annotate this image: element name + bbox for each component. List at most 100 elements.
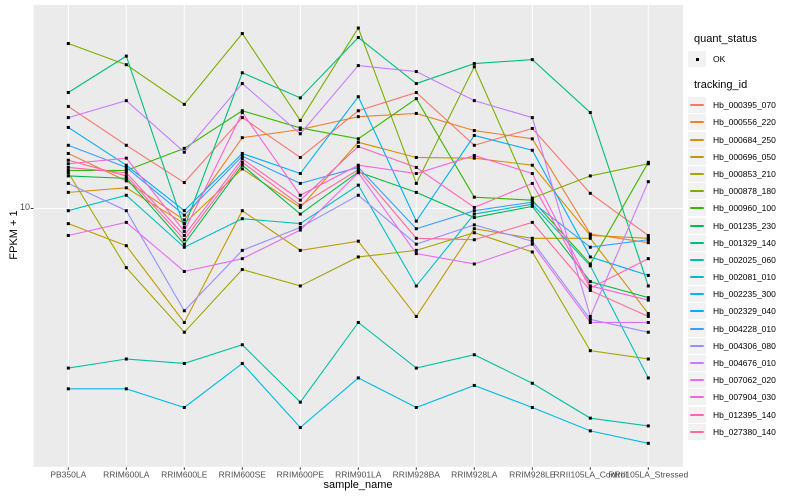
legend-line-swatch-icon xyxy=(690,155,704,158)
legend-line-swatch-icon xyxy=(690,396,704,399)
legend-item-Hb_000696_050: Hb_000696_050 xyxy=(688,148,776,165)
data-point xyxy=(530,172,534,176)
data-point xyxy=(66,116,70,120)
legend-title-tracking-id: tracking_id xyxy=(694,79,748,92)
legend-key xyxy=(688,234,706,251)
data-point xyxy=(240,167,244,171)
data-point xyxy=(530,220,534,224)
data-point xyxy=(240,151,244,155)
data-point xyxy=(298,205,302,209)
legend-line-swatch-icon xyxy=(690,258,704,261)
data-point xyxy=(646,241,650,245)
data-point xyxy=(356,183,360,187)
x-tick-label: RRII105LA_Control xyxy=(553,470,627,480)
data-point xyxy=(588,317,592,321)
data-point xyxy=(588,288,592,292)
data-point xyxy=(646,160,650,164)
legend-line-swatch-icon xyxy=(690,121,704,124)
data-point xyxy=(182,209,186,213)
legend-item-Hb_000853_210: Hb_000853_210 xyxy=(688,165,776,182)
data-point xyxy=(472,65,476,69)
data-point xyxy=(356,109,360,113)
data-point xyxy=(182,233,186,237)
legend-item-Hb_002025_060: Hb_002025_060 xyxy=(688,251,776,268)
data-point xyxy=(646,180,650,184)
data-point xyxy=(530,126,534,130)
legend-item-label: Hb_000395_070 xyxy=(713,100,776,111)
data-point xyxy=(240,111,244,115)
data-point xyxy=(356,137,360,141)
data-point xyxy=(182,218,186,222)
x-tick-label: RRIM600SE xyxy=(219,470,267,480)
data-point xyxy=(646,298,650,302)
data-point xyxy=(588,262,592,266)
data-point xyxy=(356,376,360,380)
legend-item-Hb_002329_040: Hb_002329_040 xyxy=(688,303,776,320)
data-point xyxy=(414,91,418,95)
data-point xyxy=(472,227,476,231)
data-point xyxy=(530,163,534,167)
legend-item-Hb_000878_180: Hb_000878_180 xyxy=(688,183,776,200)
data-point xyxy=(66,171,70,175)
data-point xyxy=(588,174,592,178)
data-point xyxy=(472,205,476,209)
legend-key xyxy=(688,200,706,217)
data-point xyxy=(182,146,186,150)
legend-item-label: Hb_004306_080 xyxy=(713,340,776,351)
data-point xyxy=(240,257,244,261)
data-point xyxy=(356,115,360,119)
data-point xyxy=(588,191,592,195)
data-point xyxy=(588,286,592,290)
legend-item-Hb_000684_250: Hb_000684_250 xyxy=(688,131,776,148)
legend-item-Hb_027380_140: Hb_027380_140 xyxy=(688,423,776,440)
data-point xyxy=(472,216,476,220)
legend-item-label: Hb_000878_180 xyxy=(713,186,776,197)
data-point xyxy=(530,181,534,185)
data-point xyxy=(298,181,302,185)
data-point xyxy=(124,176,128,180)
legend-item-label: Hb_007062_020 xyxy=(713,375,776,386)
data-point xyxy=(182,222,186,226)
legend-item-Hb_000556_220: Hb_000556_220 xyxy=(688,114,776,131)
data-point xyxy=(472,353,476,357)
data-point xyxy=(240,109,244,113)
x-axis-labels: PB350LA RRIM600LA RRIM600LE RRIM600SE RRIM60… xyxy=(50,470,688,480)
x-tick-label: PB350LA xyxy=(50,470,86,480)
legend-item-label: Hb_000556_220 xyxy=(713,117,776,128)
data-point xyxy=(414,405,418,409)
data-point xyxy=(124,179,128,183)
data-point xyxy=(530,137,534,141)
data-point xyxy=(124,266,128,270)
data-point xyxy=(530,204,534,208)
data-point xyxy=(414,111,418,115)
data-point xyxy=(414,227,418,231)
data-point xyxy=(182,245,186,249)
data-point xyxy=(66,387,70,391)
data-point xyxy=(124,174,128,178)
data-point xyxy=(414,70,418,74)
data-point xyxy=(182,242,186,246)
data-point xyxy=(414,284,418,288)
data-point xyxy=(356,239,360,243)
legend-key xyxy=(688,251,706,268)
data-point xyxy=(298,155,302,159)
legend-item-label: Hb_000696_050 xyxy=(713,151,776,162)
data-point xyxy=(240,157,244,161)
data-point xyxy=(646,296,650,300)
data-point xyxy=(66,168,70,172)
legend-key xyxy=(688,303,706,320)
legend-line-swatch-icon xyxy=(690,413,704,416)
legend-line-swatch-icon xyxy=(690,310,704,313)
data-point xyxy=(472,209,476,213)
data-point xyxy=(472,133,476,137)
x-tick-label: RRIM928BA xyxy=(393,470,441,480)
data-point xyxy=(298,222,302,226)
data-point xyxy=(298,400,302,404)
data-point xyxy=(356,193,360,197)
legend-key xyxy=(688,217,706,234)
data-point xyxy=(472,238,476,242)
data-point xyxy=(414,181,418,185)
legend-key xyxy=(688,355,706,371)
legend-item-label: Hb_000684_250 xyxy=(713,134,776,145)
